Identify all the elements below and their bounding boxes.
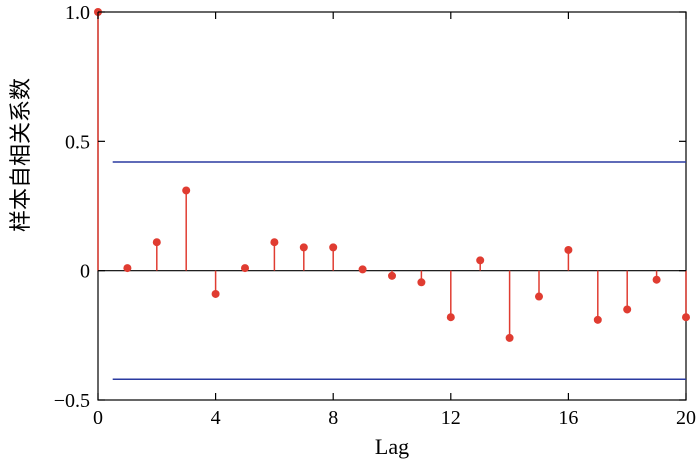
stem-marker xyxy=(564,245,573,254)
stem-marker xyxy=(123,264,132,273)
stem-marker xyxy=(505,333,514,342)
x-tick-label: 8 xyxy=(328,407,338,429)
stem-marker xyxy=(476,256,485,265)
y-axis-label: 样本自相关系数 xyxy=(9,78,34,232)
stem-marker xyxy=(652,275,661,284)
stem-marker xyxy=(299,243,308,252)
stem-marker xyxy=(211,289,220,298)
x-tick-label: 12 xyxy=(441,407,461,429)
x-tick-label: 4 xyxy=(211,407,221,429)
stem-marker xyxy=(388,271,396,280)
stem-marker xyxy=(446,313,455,322)
x-tick-label: 20 xyxy=(676,407,696,429)
stem-marker xyxy=(270,238,279,247)
stem-marker xyxy=(182,186,191,195)
stem-marker xyxy=(593,315,602,324)
stem-marker xyxy=(152,238,161,247)
stem-marker xyxy=(535,292,543,301)
x-tick-label: 16 xyxy=(558,407,578,429)
y-tick-label: 1.0 xyxy=(65,2,90,24)
y-tick-label: 0.5 xyxy=(65,131,90,153)
stem-marker xyxy=(623,305,632,314)
stem-marker xyxy=(358,265,367,274)
stem-marker xyxy=(417,278,426,287)
y-tick-label: 0 xyxy=(80,261,90,283)
stem-marker xyxy=(329,243,338,252)
stem-marker xyxy=(682,313,690,322)
x-tick-label: 0 xyxy=(93,407,103,429)
x-axis-label: Lag xyxy=(375,434,409,459)
y-tick-label: −0.5 xyxy=(54,390,90,412)
stem-marker xyxy=(241,264,249,273)
